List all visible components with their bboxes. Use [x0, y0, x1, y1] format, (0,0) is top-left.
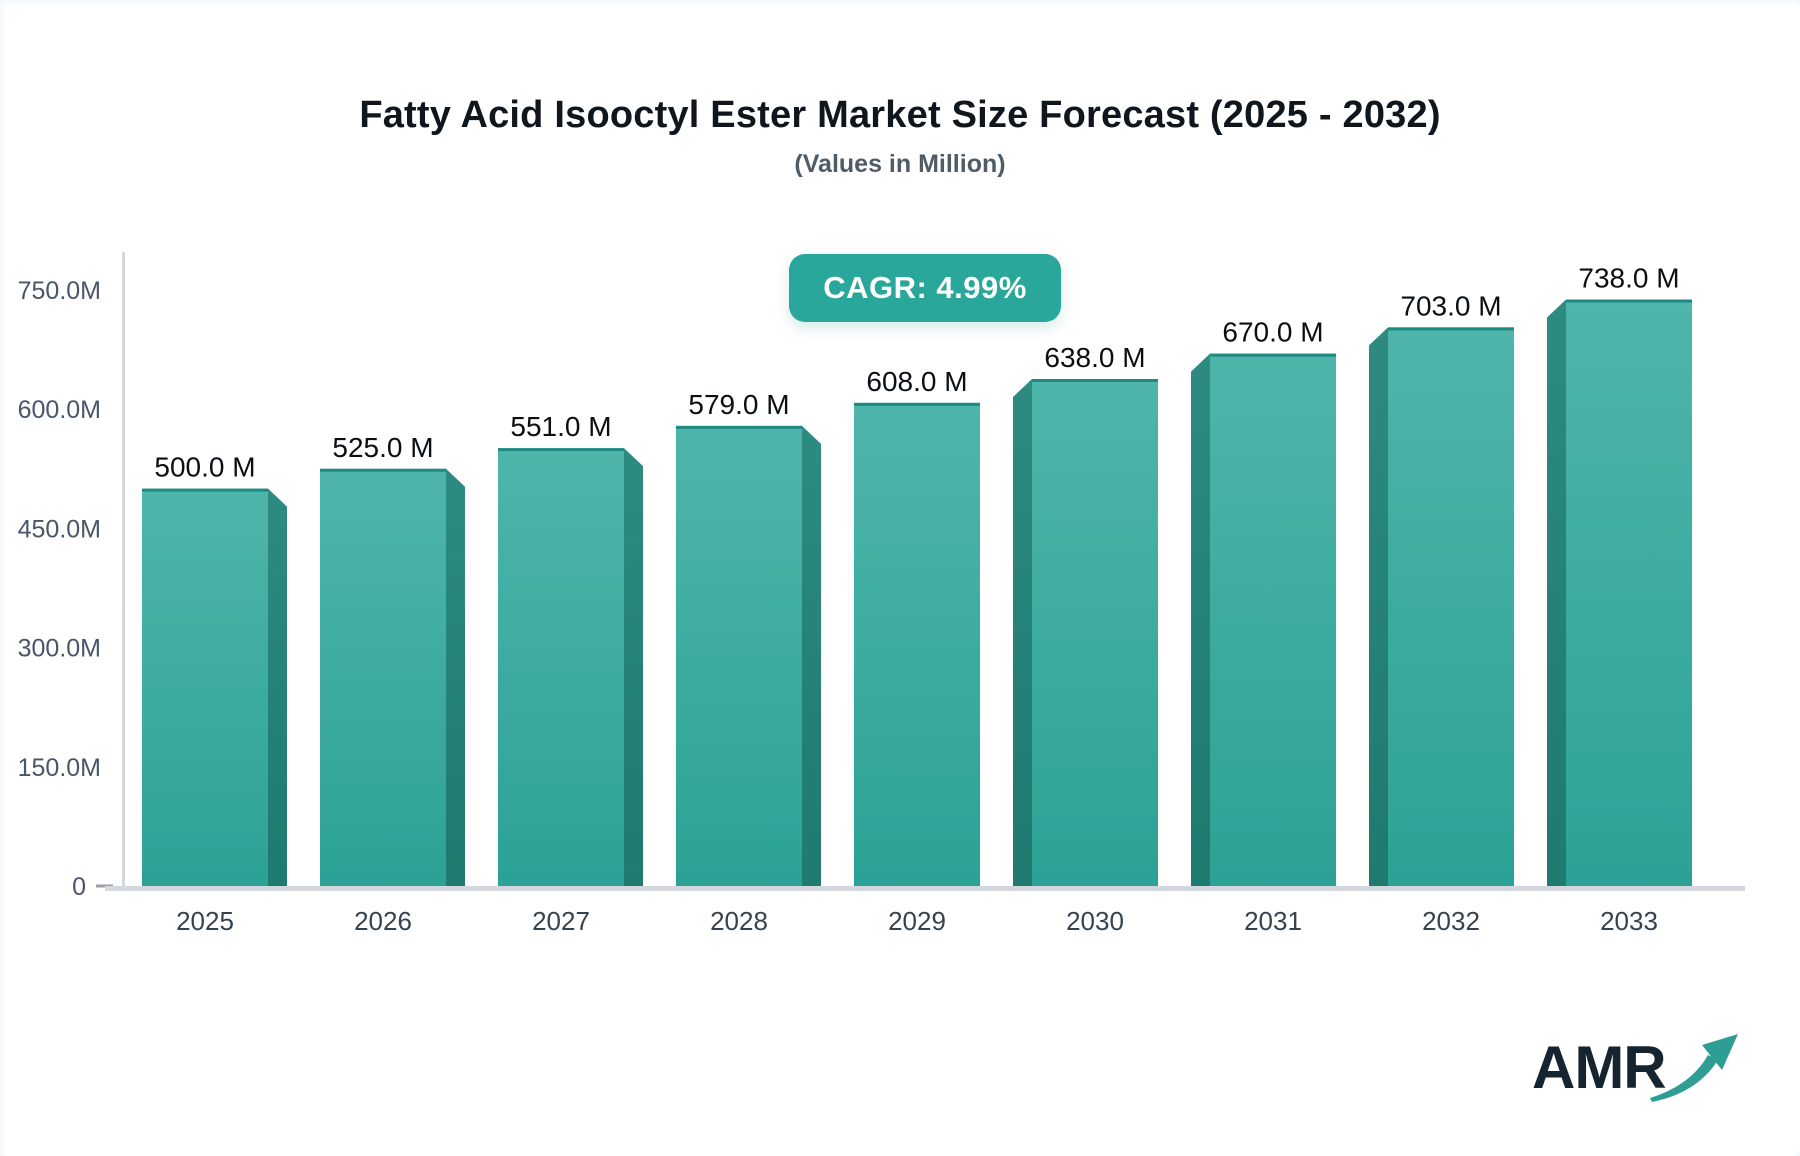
bar: [142, 488, 268, 886]
cagr-badge: CAGR: 4.99%: [789, 254, 1061, 322]
amr-logo: AMR: [1532, 1034, 1746, 1104]
bar: [1566, 299, 1692, 886]
bar-group-2030: 638.0 M 2030: [1013, 342, 1158, 936]
y-tick-label: 0: [72, 873, 86, 901]
bar-side: [268, 488, 287, 886]
x-tick-label: 2028: [710, 906, 768, 936]
x-tick-label: 2029: [888, 906, 946, 936]
bar-value-label: 638.0 M: [1044, 342, 1145, 373]
x-tick-label: 2033: [1600, 906, 1658, 936]
bar-side: [1191, 353, 1210, 886]
bar-group-2028: 579.0 M 2028: [676, 389, 821, 936]
bar-group-2031: 670.0 M 2031: [1191, 317, 1336, 936]
chart-title: Fatty Acid Isooctyl Ester Market Size Fo…: [359, 94, 1441, 136]
x-tick-label: 2027: [532, 906, 590, 936]
bar-group-2026: 525.0 M 2026: [320, 432, 465, 936]
bar: [854, 402, 980, 886]
bar: [498, 448, 624, 886]
bar-side: [1369, 327, 1388, 886]
bar-group-2033: 738.0 M 2033: [1547, 263, 1692, 936]
x-tick-label: 2026: [354, 906, 412, 936]
y-tick-label: 600.0M: [18, 396, 101, 424]
bar-value-label: 738.0 M: [1578, 263, 1679, 294]
x-tick-label: 2032: [1422, 906, 1480, 936]
bar: [1388, 327, 1514, 886]
bar: [320, 468, 446, 886]
y-tick-label: 750.0M: [18, 277, 101, 305]
y-tick-label: 300.0M: [18, 635, 101, 663]
bar-value-label: 525.0 M: [332, 432, 433, 463]
bar-value-label: 579.0 M: [688, 389, 789, 420]
bar-group-2025: 500.0 M 2025: [142, 452, 287, 936]
bar-side: [802, 425, 821, 886]
bar: [676, 425, 802, 886]
bar-side: [1013, 379, 1032, 886]
growth-arrow-icon: [1649, 1034, 1738, 1102]
bar-value-label: 703.0 M: [1400, 290, 1501, 321]
bar-side: [1547, 299, 1566, 886]
bar-value-label: 670.0 M: [1222, 317, 1323, 348]
bar: [1210, 353, 1336, 886]
bar-group-2027: 551.0 M 2027: [498, 411, 643, 936]
y-tick-label: 150.0M: [18, 754, 101, 782]
bar-value-label: 551.0 M: [510, 411, 611, 442]
bar-group-2029: 608.0 M 2029: [854, 366, 980, 936]
bar-group-2032: 703.0 M 2032: [1369, 290, 1514, 936]
x-tick-label: 2031: [1244, 906, 1302, 936]
bar-side: [624, 448, 643, 886]
y-tick-label: 450.0M: [18, 515, 101, 543]
bar: [1032, 379, 1158, 886]
x-tick-label: 2030: [1066, 906, 1124, 936]
amr-logo-text: AMR: [1532, 1034, 1667, 1101]
x-tick-label: 2025: [176, 906, 234, 936]
bar-side: [446, 468, 465, 886]
chart-subtitle: (Values in Million): [794, 150, 1006, 178]
bar-value-label: 500.0 M: [154, 452, 255, 483]
bar-value-label: 608.0 M: [866, 366, 967, 397]
